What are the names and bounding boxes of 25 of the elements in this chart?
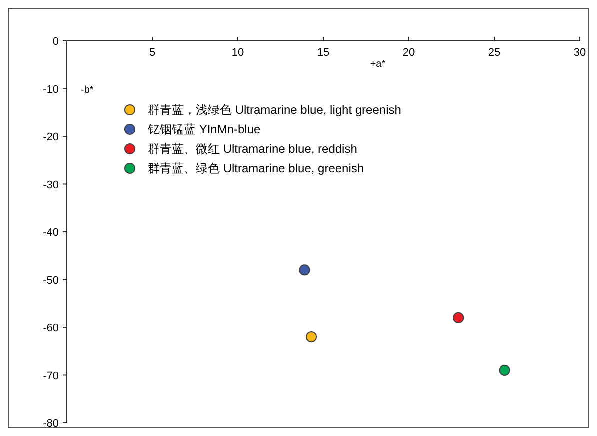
y-tick-label: -10: [43, 84, 59, 96]
x-tick-label: 5: [149, 47, 156, 59]
x-tick-label: 10: [232, 47, 244, 59]
y-tick-label: -40: [43, 227, 59, 239]
y-tick-label: -30: [43, 179, 59, 192]
legend-label: 群青蓝、微红 Ultramarine blue, reddish: [148, 142, 358, 156]
y-tick-label: -20: [43, 132, 59, 144]
x-tick-label: 15: [317, 47, 330, 59]
point: [499, 364, 510, 376]
y-tick-label: 0: [52, 36, 59, 48]
y-tick-label: -50: [43, 274, 59, 287]
x-tick-label: 30: [574, 47, 586, 59]
legend-label: 钇铟锰蓝 YInMn-blue: [147, 122, 262, 136]
point: [306, 332, 318, 343]
legend-label: 群青蓝、绿色 Ultramarine blue, greenish: [148, 162, 364, 176]
y-tick-label: -60: [43, 322, 59, 334]
y-axis-title: -b*: [81, 84, 94, 96]
x-axis-title: +a*: [370, 59, 386, 70]
x-tick-label: 20: [402, 47, 416, 59]
x-tick-label: 25: [488, 47, 501, 59]
point: [299, 264, 310, 276]
y-tick-label: -80: [43, 418, 59, 430]
legend-label: 群青蓝，浅绿色 Ultramarine blue, light greenish: [148, 103, 402, 117]
point: [453, 312, 464, 324]
y-tick-label: -70: [43, 370, 59, 382]
